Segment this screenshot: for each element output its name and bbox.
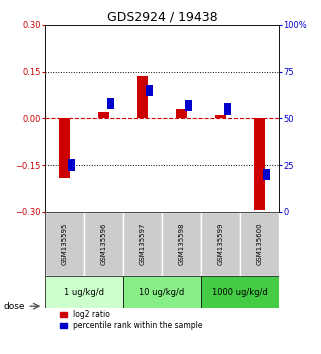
Text: GSM135595: GSM135595 xyxy=(61,223,67,265)
Bar xyxy=(67,159,74,171)
Bar xyxy=(176,109,187,118)
Bar xyxy=(162,212,201,276)
Text: 1 ug/kg/d: 1 ug/kg/d xyxy=(64,288,104,297)
Bar xyxy=(185,99,192,111)
Bar xyxy=(59,118,70,178)
Bar xyxy=(201,276,279,308)
Title: GDS2924 / 19438: GDS2924 / 19438 xyxy=(107,11,217,24)
Text: 10 ug/kg/d: 10 ug/kg/d xyxy=(140,288,185,297)
Text: GSM135599: GSM135599 xyxy=(218,223,224,265)
Bar xyxy=(215,115,226,118)
Text: 1000 ug/kg/d: 1000 ug/kg/d xyxy=(212,288,268,297)
Text: dose: dose xyxy=(3,302,25,311)
Bar xyxy=(201,212,240,276)
Bar xyxy=(123,276,201,308)
Bar xyxy=(137,76,148,118)
Bar xyxy=(45,276,123,308)
Legend: log2 ratio, percentile rank within the sample: log2 ratio, percentile rank within the s… xyxy=(60,310,202,330)
Bar xyxy=(263,169,270,180)
Bar xyxy=(254,118,265,210)
Bar xyxy=(146,85,153,96)
Text: GSM135596: GSM135596 xyxy=(100,223,107,265)
Text: GSM135598: GSM135598 xyxy=(178,223,185,265)
Text: GSM135600: GSM135600 xyxy=(257,223,263,265)
Bar xyxy=(224,103,231,115)
Bar xyxy=(107,98,114,109)
Bar xyxy=(98,112,109,118)
Text: GSM135597: GSM135597 xyxy=(140,223,146,265)
Bar xyxy=(45,212,84,276)
Bar xyxy=(240,212,279,276)
Bar xyxy=(123,212,162,276)
Bar xyxy=(84,212,123,276)
